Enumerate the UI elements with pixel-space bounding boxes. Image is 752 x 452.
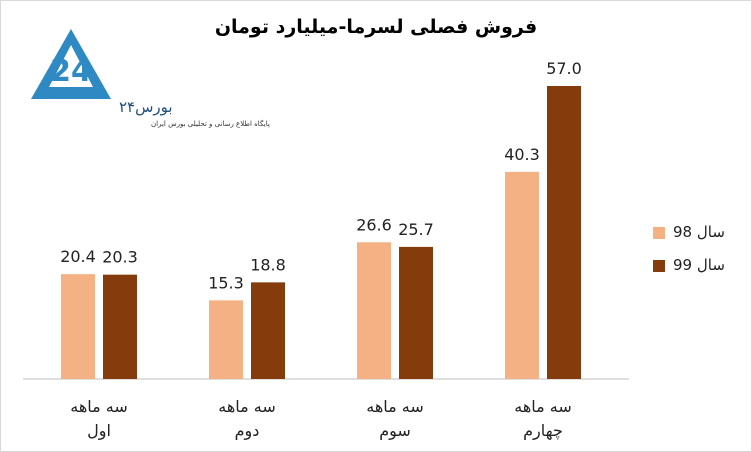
chart-title: فروش فصلی لسرما-میلیارد تومان	[215, 16, 537, 38]
bar	[399, 246, 433, 379]
bar	[103, 274, 137, 379]
logo: 24	[31, 29, 111, 99]
legend-label: سال 99	[673, 256, 725, 274]
value-label: 20.3	[102, 248, 138, 267]
bar	[505, 171, 539, 379]
x-tick-label: سه ماهه دوم	[218, 397, 276, 440]
value-label: 26.6	[356, 215, 392, 234]
value-label: 57.0	[546, 59, 582, 78]
x-tick-label: سه ماهه اول	[70, 397, 128, 440]
logo-inner	[49, 45, 93, 87]
x-tick-label: سه ماهه سوم	[366, 397, 424, 440]
bar	[61, 274, 95, 379]
bar	[251, 282, 285, 379]
legend-label: سال 98	[673, 223, 725, 241]
bar	[357, 242, 391, 379]
value-label: 18.8	[250, 255, 286, 274]
legend-swatch	[653, 227, 665, 239]
value-label: 25.7	[398, 220, 434, 239]
logo-name: بورس۲۴	[119, 98, 173, 116]
bar	[209, 300, 243, 379]
value-label: 40.3	[504, 145, 540, 164]
x-tick-label: سه ماهه چهارم	[514, 397, 572, 440]
value-label: 15.3	[208, 273, 244, 292]
legend-swatch	[653, 260, 665, 272]
logo-mark: 24	[50, 54, 92, 89]
bar	[547, 86, 581, 379]
logo-tagline: پایگاه اطلاع رسانی و تحلیلی بورس ایران	[151, 119, 270, 128]
value-label: 20.4	[60, 247, 96, 266]
